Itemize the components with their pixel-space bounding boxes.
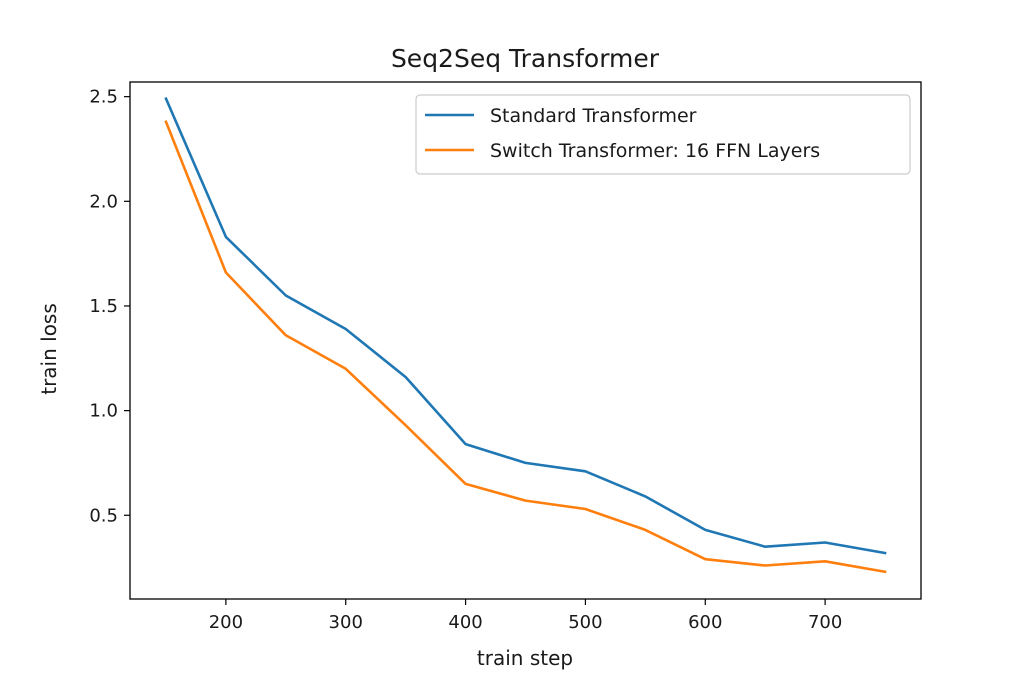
series-line-switch-transformer xyxy=(164,120,887,574)
legend-label-standard-transformer: Standard Transformer xyxy=(490,105,697,127)
legend-box xyxy=(415,94,911,175)
x-tick-label: 300 xyxy=(329,612,363,633)
y-tick-label: 1.0 xyxy=(89,401,118,422)
legend-label-switch-transformer: Switch Transformer: 16 FFN Layers xyxy=(490,140,820,162)
plot-area: 200 300 400 500 600 700 0.5 1.0 1.5 2.0 2.5 xyxy=(89,81,922,633)
x-tick-label: 400 xyxy=(448,612,482,633)
legend: Standard Transformer Switch Transformer:… xyxy=(415,94,911,175)
series-line-standard-transformer xyxy=(164,96,887,555)
y-tick-label: 1.5 xyxy=(89,296,118,317)
y-tick-label: 2.0 xyxy=(89,191,118,212)
y-axis-label: train loss xyxy=(37,303,61,395)
y-tick-label: 0.5 xyxy=(89,505,118,526)
chart-title: Seq2Seq Transformer xyxy=(391,44,660,73)
x-axis-label: train step xyxy=(477,646,573,670)
x-tick-label: 600 xyxy=(688,612,722,633)
x-tick-label: 500 xyxy=(568,612,602,633)
y-tick-label: 2.5 xyxy=(89,87,118,108)
x-tick-label: 700 xyxy=(808,612,842,633)
x-tick-label: 200 xyxy=(209,612,243,633)
axes-frame xyxy=(129,81,922,600)
